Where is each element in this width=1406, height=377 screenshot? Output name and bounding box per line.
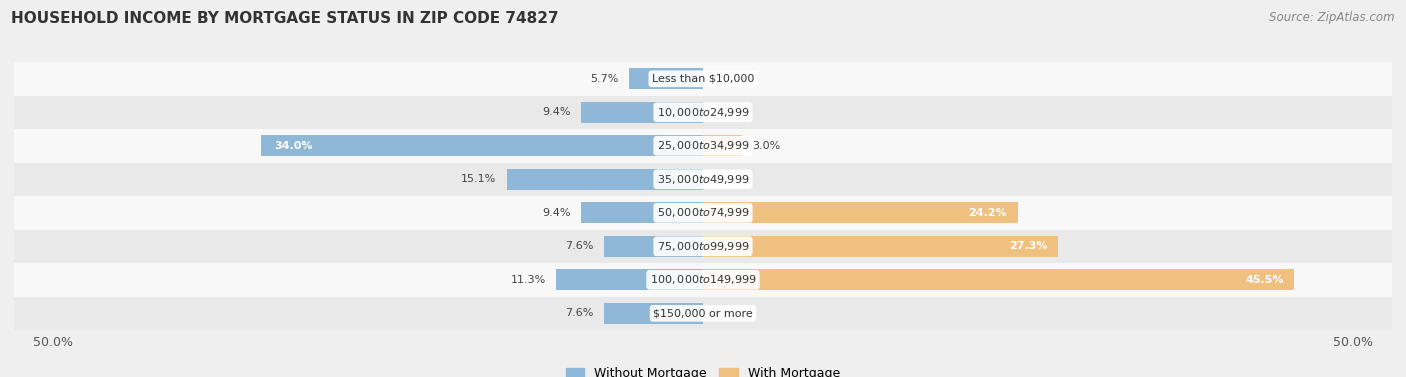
Text: 7.6%: 7.6% [565,241,593,251]
Text: Less than $10,000: Less than $10,000 [652,74,754,84]
Text: 34.0%: 34.0% [274,141,312,151]
Bar [581,202,703,223]
Bar [0,162,1406,196]
Bar [0,95,1406,129]
Text: 9.4%: 9.4% [541,107,571,117]
Bar [703,236,1057,257]
Text: $150,000 or more: $150,000 or more [654,308,752,318]
Text: 11.3%: 11.3% [510,275,546,285]
Bar [605,236,703,257]
Bar [703,135,742,156]
Text: $75,000 to $99,999: $75,000 to $99,999 [657,240,749,253]
Bar [581,102,703,123]
Bar [0,62,1406,95]
Text: 45.5%: 45.5% [1246,275,1284,285]
Bar [628,68,703,89]
Text: 27.3%: 27.3% [1010,241,1047,251]
Bar [0,297,1406,330]
Text: 9.4%: 9.4% [541,208,571,218]
Text: 24.2%: 24.2% [969,208,1007,218]
Legend: Without Mortgage, With Mortgage: Without Mortgage, With Mortgage [561,362,845,377]
Bar [0,196,1406,230]
Bar [703,270,1295,290]
Bar [557,270,703,290]
Bar [0,230,1406,263]
Text: 5.7%: 5.7% [591,74,619,84]
Text: $25,000 to $34,999: $25,000 to $34,999 [657,139,749,152]
Text: HOUSEHOLD INCOME BY MORTGAGE STATUS IN ZIP CODE 74827: HOUSEHOLD INCOME BY MORTGAGE STATUS IN Z… [11,11,558,26]
Bar [605,303,703,324]
Bar [0,263,1406,297]
Text: $50,000 to $74,999: $50,000 to $74,999 [657,206,749,219]
Bar [0,129,1406,162]
Bar [262,135,703,156]
Text: 15.1%: 15.1% [461,174,496,184]
Text: 3.0%: 3.0% [752,141,780,151]
Text: $100,000 to $149,999: $100,000 to $149,999 [650,273,756,286]
Text: $10,000 to $24,999: $10,000 to $24,999 [657,106,749,119]
Bar [703,202,1018,223]
Text: 7.6%: 7.6% [565,308,593,318]
Text: $35,000 to $49,999: $35,000 to $49,999 [657,173,749,186]
Text: Source: ZipAtlas.com: Source: ZipAtlas.com [1270,11,1395,24]
Bar [506,169,703,190]
